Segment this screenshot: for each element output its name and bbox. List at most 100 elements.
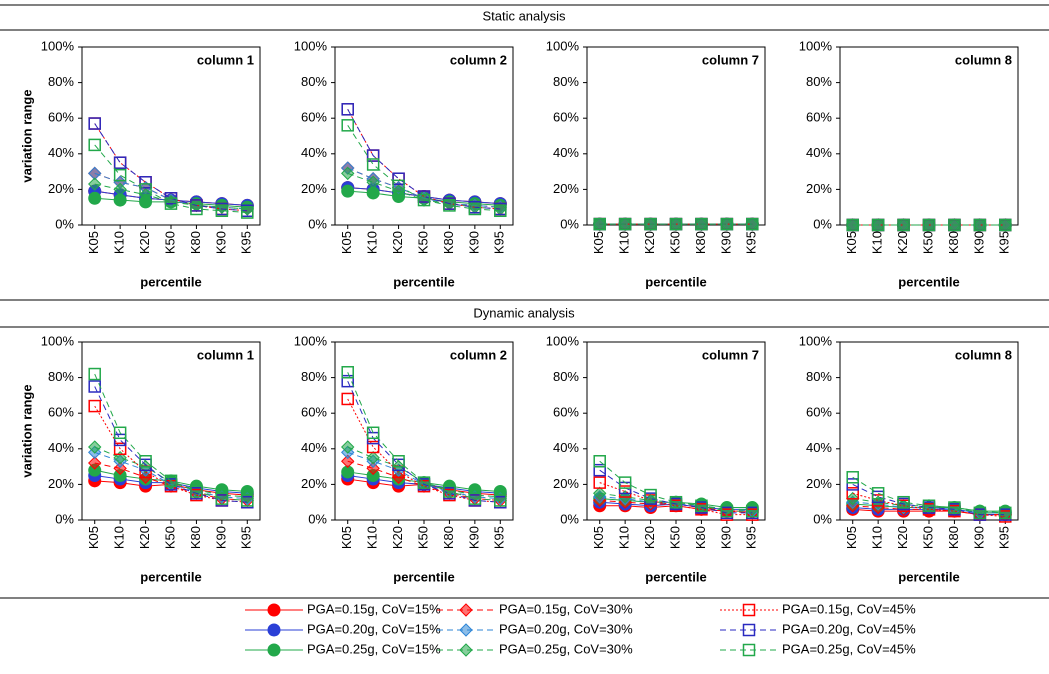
y-tick-label: 100% bbox=[799, 333, 833, 348]
section-title: Dynamic analysis bbox=[473, 305, 575, 320]
marker bbox=[88, 191, 102, 205]
x-tick-label: K05 bbox=[86, 231, 101, 254]
legend-label: PGA=0.20g, CoV=30% bbox=[499, 621, 633, 636]
series-line bbox=[94, 386, 248, 503]
y-tick-label: 60% bbox=[301, 405, 327, 420]
x-tick-label: K50 bbox=[415, 526, 430, 549]
series-line bbox=[94, 373, 248, 501]
x-tick-label: K95 bbox=[997, 526, 1012, 549]
y-tick-label: 100% bbox=[799, 38, 833, 53]
y-tick-label: 100% bbox=[546, 38, 580, 53]
marker bbox=[593, 455, 606, 468]
marker bbox=[113, 168, 127, 182]
marker bbox=[746, 504, 759, 518]
marker bbox=[366, 426, 380, 440]
legend-marker bbox=[742, 643, 756, 657]
marker bbox=[999, 506, 1012, 520]
panel-title: column 1 bbox=[197, 347, 254, 362]
marker bbox=[593, 217, 606, 231]
marker bbox=[897, 218, 910, 232]
marker bbox=[341, 166, 355, 181]
marker bbox=[366, 149, 380, 162]
marker bbox=[241, 206, 254, 219]
marker bbox=[948, 501, 961, 514]
marker bbox=[746, 217, 759, 231]
y-tick-label: 80% bbox=[48, 369, 74, 384]
marker bbox=[88, 399, 101, 413]
plot-frame bbox=[839, 46, 1019, 226]
marker bbox=[593, 476, 606, 489]
x-tick-label: K80 bbox=[441, 231, 456, 254]
y-tick-label: 20% bbox=[806, 181, 832, 196]
x-axis-label: percentile bbox=[898, 274, 959, 289]
x-tick-label: K20 bbox=[137, 526, 152, 549]
series-line bbox=[852, 483, 1006, 516]
x-tick-label: K80 bbox=[946, 526, 961, 549]
marker bbox=[366, 440, 380, 454]
legend-marker bbox=[267, 643, 281, 657]
marker bbox=[669, 217, 683, 231]
y-tick-label: 80% bbox=[806, 369, 832, 384]
x-tick-label: K90 bbox=[466, 231, 481, 254]
marker bbox=[392, 455, 405, 468]
marker bbox=[871, 487, 885, 500]
marker bbox=[341, 454, 355, 468]
x-tick-label: K10 bbox=[870, 526, 885, 549]
legend-marker bbox=[742, 623, 756, 637]
series-line bbox=[347, 125, 501, 212]
marker bbox=[417, 193, 431, 207]
x-tick-label: K90 bbox=[213, 526, 228, 549]
x-tick-label: K90 bbox=[971, 231, 986, 254]
x-axis-label: percentile bbox=[898, 569, 959, 584]
marker bbox=[392, 179, 405, 193]
x-tick-label: K10 bbox=[365, 231, 380, 254]
marker bbox=[113, 156, 127, 169]
x-tick-label: K90 bbox=[971, 526, 986, 549]
x-tick-label: K10 bbox=[617, 231, 632, 254]
x-tick-label: K20 bbox=[390, 526, 405, 549]
x-tick-label: K90 bbox=[718, 231, 733, 254]
x-tick-label: K90 bbox=[718, 526, 733, 549]
marker bbox=[494, 204, 507, 218]
marker bbox=[392, 172, 405, 185]
marker bbox=[366, 175, 380, 189]
plot-frame bbox=[334, 341, 514, 521]
y-tick-label: 20% bbox=[301, 181, 327, 196]
marker bbox=[113, 426, 127, 440]
panel-title: column 2 bbox=[450, 347, 507, 362]
marker bbox=[618, 476, 632, 489]
x-axis-label: percentile bbox=[645, 569, 706, 584]
y-tick-label: 0% bbox=[55, 511, 74, 526]
marker bbox=[113, 156, 127, 169]
marker bbox=[669, 495, 683, 509]
panel-title: column 7 bbox=[702, 52, 759, 67]
x-tick-label: K20 bbox=[895, 526, 910, 549]
legend-marker bbox=[459, 643, 473, 657]
y-tick-label: 80% bbox=[301, 74, 327, 89]
y-tick-label: 60% bbox=[553, 405, 579, 420]
marker bbox=[341, 392, 354, 406]
x-tick-label: K20 bbox=[642, 231, 657, 254]
y-tick-label: 60% bbox=[301, 110, 327, 125]
legend-label: PGA=0.25g, CoV=15% bbox=[307, 641, 441, 656]
series-line bbox=[94, 123, 248, 212]
x-tick-label: K05 bbox=[339, 231, 354, 254]
x-tick-label: K90 bbox=[213, 231, 228, 254]
x-tick-label: K95 bbox=[744, 231, 759, 254]
y-tick-label: 80% bbox=[48, 74, 74, 89]
x-tick-label: K50 bbox=[667, 526, 682, 549]
x-tick-label: K20 bbox=[642, 526, 657, 549]
y-tick-label: 80% bbox=[806, 74, 832, 89]
y-tick-label: 100% bbox=[294, 333, 328, 348]
y-tick-label: 60% bbox=[553, 110, 579, 125]
legend-label: PGA=0.15g, CoV=45% bbox=[782, 601, 916, 616]
y-tick-label: 20% bbox=[48, 476, 74, 491]
y-tick-label: 20% bbox=[553, 476, 579, 491]
y-tick-label: 20% bbox=[48, 181, 74, 196]
y-tick-label: 0% bbox=[560, 216, 579, 231]
marker bbox=[366, 461, 380, 476]
y-tick-label: 40% bbox=[553, 440, 579, 455]
x-tick-label: K50 bbox=[162, 231, 177, 254]
marker bbox=[139, 455, 152, 468]
